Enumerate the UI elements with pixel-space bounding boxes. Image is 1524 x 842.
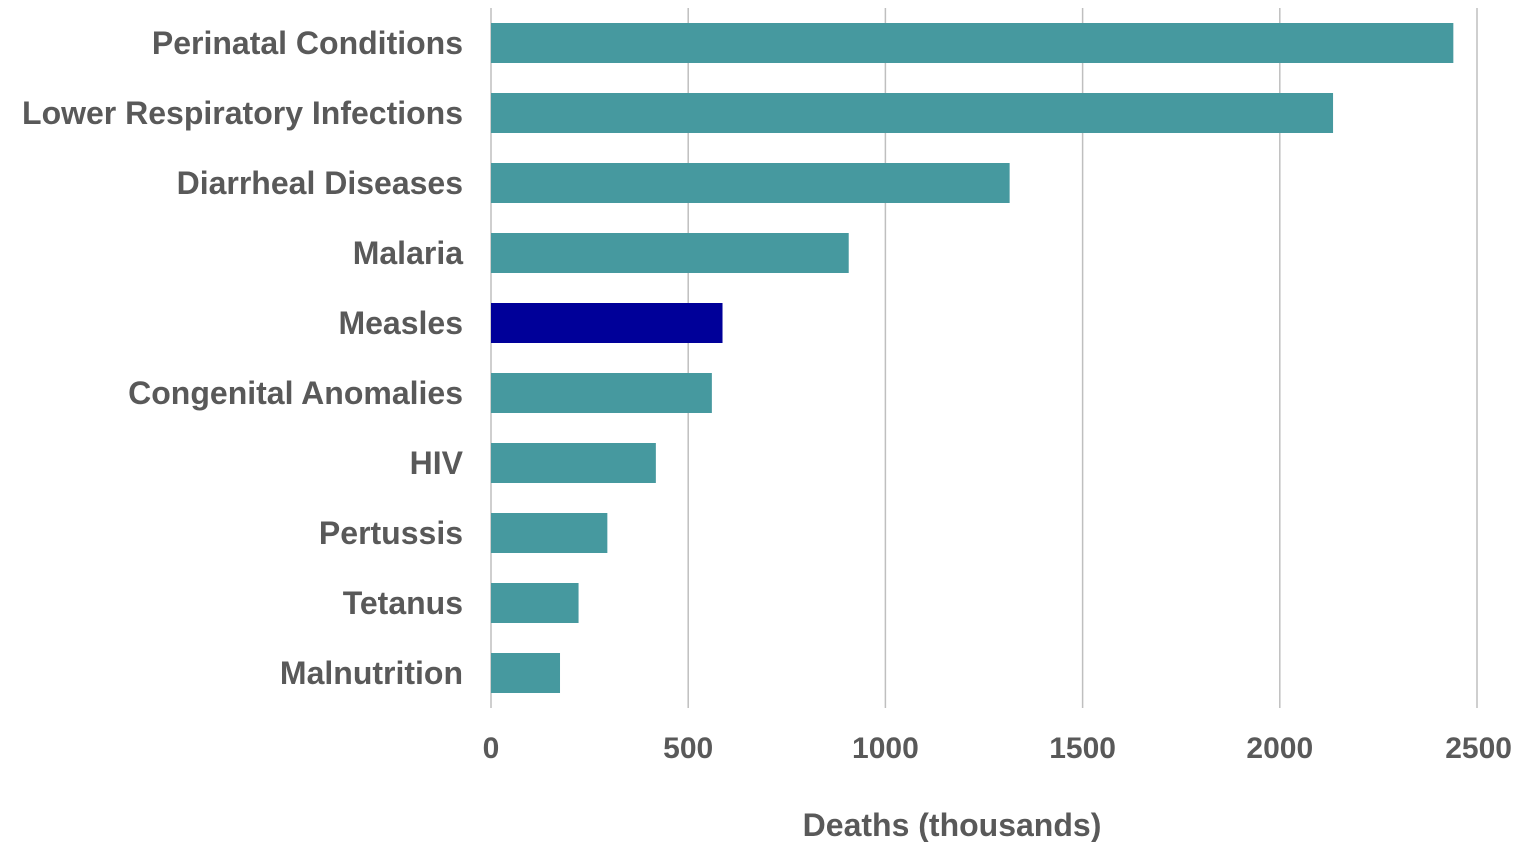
x-tick-label: 2000	[1246, 732, 1313, 765]
x-tick-label: 500	[663, 732, 713, 765]
bar	[491, 653, 561, 693]
bar	[491, 163, 1010, 203]
x-tick-label: 1500	[1049, 732, 1116, 765]
category-label: Tetanus	[343, 585, 463, 621]
bar	[491, 23, 1454, 63]
category-label: HIV	[410, 445, 464, 481]
bar	[491, 303, 723, 343]
category-label: Pertussis	[319, 515, 463, 551]
bar	[491, 93, 1334, 133]
bar	[491, 233, 849, 273]
bar	[491, 443, 656, 483]
x-tick-labels: 0 500 1000 1500 2000 2500	[483, 732, 1512, 765]
category-label: Diarrheal Diseases	[177, 165, 463, 201]
bar	[491, 373, 712, 413]
category-label: Perinatal Conditions	[152, 25, 463, 61]
category-label: Congenital Anomalies	[128, 375, 463, 411]
category-label: Malaria	[353, 235, 463, 271]
category-labels: Perinatal Conditions Lower Respiratory In…	[22, 25, 464, 691]
x-tick-label: 1000	[852, 732, 919, 765]
bar	[491, 583, 579, 623]
bars	[491, 23, 1454, 693]
bar	[491, 513, 608, 553]
x-tick-label: 2500	[1445, 732, 1512, 765]
category-label: Lower Respiratory Infections	[22, 95, 463, 131]
x-axis-title: Deaths (thousands)	[803, 807, 1102, 842]
category-label: Measles	[338, 305, 463, 341]
category-label: Malnutrition	[280, 655, 463, 691]
x-tick-label: 0	[483, 732, 500, 765]
